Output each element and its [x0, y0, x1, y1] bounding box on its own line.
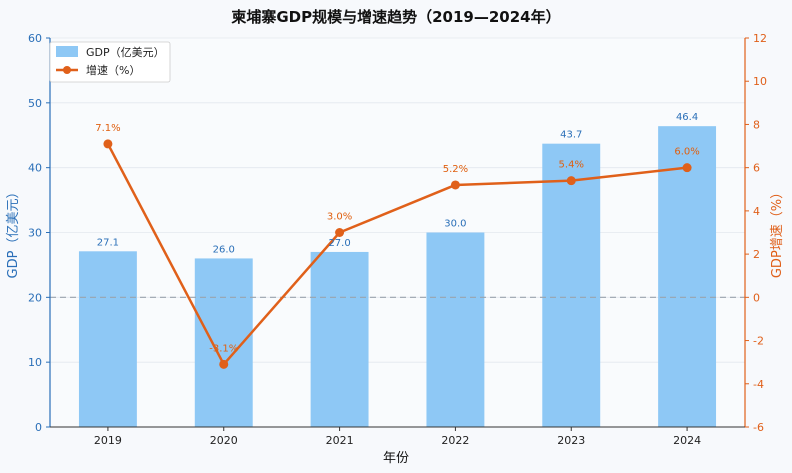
x-tick-label: 2020 [210, 434, 238, 447]
y-left-tick-label: 50 [28, 97, 42, 110]
y-right-tick-label: -2 [753, 335, 764, 348]
gdp-bar-value-label: 27.0 [328, 238, 350, 249]
y-left-tick-label: 60 [28, 32, 42, 45]
gdp-bar [658, 126, 717, 427]
y-right-tick-label: 0 [753, 291, 760, 304]
gdp-bar-value-label: 46.4 [676, 112, 698, 123]
y-axis-left-label: GDP（亿美元） [6, 186, 21, 279]
growth-value-label: 3.0% [327, 212, 352, 223]
x-tick-label: 2024 [673, 434, 701, 447]
growth-point [335, 228, 345, 237]
legend-marker-growth [63, 66, 71, 74]
chart-title: 柬埔寨GDP规模与增速趋势（2019—2024年） [231, 8, 560, 26]
x-tick-label: 2021 [326, 434, 354, 447]
growth-point [682, 163, 692, 173]
x-tick-label: 2019 [94, 434, 122, 447]
growth-value-label: -3.1% [209, 343, 238, 354]
axes: 0 10 20 30 40 50 60 -6 -4 -2 0 2 4 6 8 10 12 2019 2020 2021… [28, 32, 767, 447]
y-right-tick-label: 8 [753, 118, 760, 131]
legend: GDP（亿美元） 增速（%） [49, 41, 171, 83]
legend-swatch-gdp [56, 46, 78, 57]
y-left-tick-label: 20 [28, 291, 42, 304]
y-right-tick-label: 6 [753, 162, 760, 175]
gdp-bars [78, 126, 717, 427]
gdp-bar [310, 251, 369, 427]
growth-series-line [106, 143, 688, 366]
x-tick-label: 2023 [557, 434, 585, 447]
growth-point [219, 359, 229, 369]
y-right-tick-label: 4 [753, 205, 760, 218]
y-right-tick-label: 10 [753, 75, 767, 88]
gdp-bar-value-label: 27.1 [97, 237, 119, 248]
y-right-tick-label: 12 [753, 32, 767, 45]
growth-value-label: 7.1% [95, 123, 120, 134]
y-left-tick-label: 30 [28, 227, 42, 240]
growth-point [103, 139, 113, 149]
gdp-bar [542, 143, 601, 427]
gdp-bar [78, 251, 137, 427]
growth-value-label: 5.4% [559, 160, 584, 171]
growth-point [450, 180, 460, 190]
growth-point [566, 176, 576, 186]
legend-label-gdp: GDP（亿美元） [86, 46, 165, 59]
gdp-bar-value-label: 43.7 [560, 130, 582, 141]
gdp-bar-value-label: 30.0 [444, 219, 466, 230]
growth-line [103, 139, 692, 369]
gdp-bar [426, 232, 485, 427]
y-right-tick-label: -6 [753, 421, 764, 434]
gdp-bar-value-label: 26.0 [213, 244, 235, 255]
growth-value-label: 5.2% [443, 164, 468, 175]
y-left-tick-label: 40 [28, 162, 42, 175]
data-labels: 27.1 26.0 27.0 30.0 43.7 46.4 7.1% -3.1% 3.0% 5.2… [95, 112, 700, 354]
growth-value-label: 6.0% [674, 147, 699, 158]
legend-label-growth: 增速（%） [86, 63, 140, 77]
legend-box [49, 41, 171, 83]
y-left-tick-label: 0 [35, 421, 42, 434]
x-tick-label: 2022 [441, 434, 469, 447]
y-axis-right-label: GDP增速（%） [770, 186, 785, 278]
y-left-tick-label: 10 [28, 356, 42, 369]
y-right-tick-label: 2 [753, 248, 760, 261]
y-right-tick-label: -4 [753, 378, 764, 391]
x-axis-label: 年份 [383, 451, 409, 466]
